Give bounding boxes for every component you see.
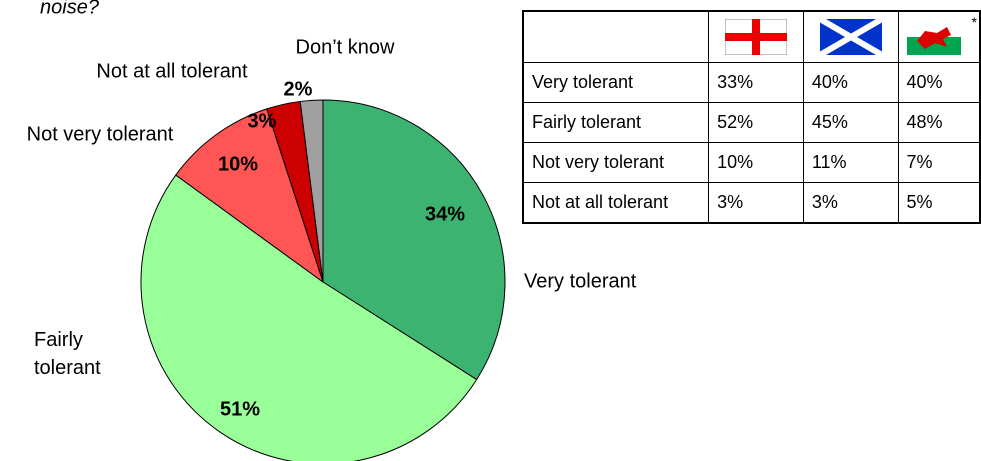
table: * Very tolerant 33% 40% 40% Fairly tolerant 5…	[522, 10, 981, 224]
cell: 10%	[708, 142, 804, 183]
pie-slice	[140, 174, 478, 461]
value-label: 2%	[284, 78, 313, 100]
cell: 5%	[897, 182, 981, 224]
flag	[906, 19, 961, 55]
value-label: 34%	[425, 203, 465, 225]
cell: Not at all tolerant	[522, 182, 710, 224]
cell: 52%	[708, 102, 804, 143]
cell	[522, 10, 710, 63]
footnote-mark: *	[971, 14, 977, 30]
category-label: Not at all tolerant	[96, 60, 248, 82]
pie-slice	[322, 99, 506, 381]
value-label: 51%	[220, 398, 260, 420]
subtitle: noise?	[40, 0, 100, 18]
value-label: 3%	[248, 110, 277, 132]
pie-slice	[299, 99, 324, 283]
cell: 11%	[802, 142, 899, 183]
category-label: Don’t know	[296, 36, 395, 58]
cell: 40%	[802, 62, 899, 103]
cell: Not very tolerant	[522, 142, 710, 183]
flag-wales: *	[897, 10, 981, 63]
flag-scotland	[802, 10, 899, 63]
cell: Very tolerant	[522, 62, 710, 103]
cell: 33%	[708, 62, 804, 103]
flag-england	[708, 10, 804, 63]
cell: Fairly tolerant	[522, 102, 710, 143]
cell: 3%	[708, 182, 804, 224]
pie-slice	[175, 108, 324, 284]
table-row: Very tolerant 33% 40% 40%	[522, 62, 981, 103]
cell: 48%	[897, 102, 981, 143]
cell: 7%	[897, 142, 981, 183]
table-row: Fairly tolerant 52% 45% 48%	[522, 102, 981, 143]
table-row: Not at all tolerant 3% 3% 5%	[522, 182, 981, 224]
flag	[819, 19, 882, 55]
flag	[724, 19, 787, 55]
cell: 45%	[802, 102, 899, 143]
value-label: 10%	[218, 153, 258, 175]
table-row: Not very tolerant 10% 11% 7%	[522, 142, 981, 183]
cell: 3%	[802, 182, 899, 224]
category-label: Very tolerant	[524, 270, 637, 292]
category-label: Not very tolerant	[27, 123, 174, 145]
category-label: Fairly tolerant	[34, 329, 101, 379]
table-header: *	[522, 10, 981, 63]
cell: 40%	[897, 62, 981, 103]
